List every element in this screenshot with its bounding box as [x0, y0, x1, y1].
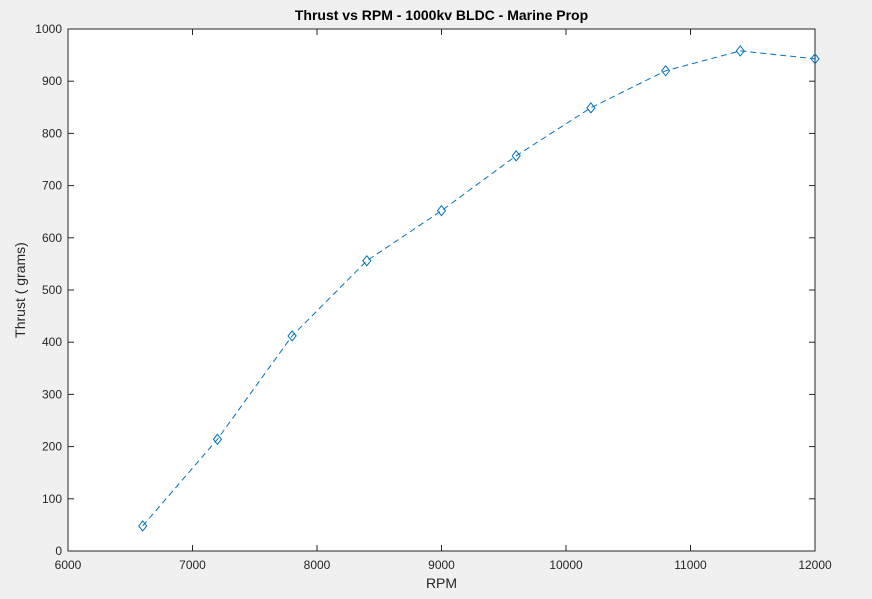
x-tick-label: 10000 — [549, 558, 583, 572]
x-tick-label: 7000 — [179, 558, 206, 572]
y-tick-label: 900 — [42, 74, 62, 88]
series-line — [142, 50, 816, 527]
x-tick-label: 8000 — [304, 558, 331, 572]
data-point — [138, 520, 148, 532]
y-axis-label: Thrust ( grams) — [12, 242, 28, 338]
data-point — [511, 150, 521, 162]
y-tick-label: 800 — [42, 126, 62, 140]
data-point — [362, 254, 372, 267]
y-tick-label: 500 — [42, 283, 62, 297]
data-point — [436, 204, 447, 217]
data-point — [586, 102, 596, 114]
chart-title: Thrust vs RPM - 1000kv BLDC - Marine Pro… — [295, 7, 588, 23]
x-tick-label: 11000 — [674, 558, 707, 572]
y-tick-label: 1000 — [35, 22, 62, 36]
data-point — [735, 45, 745, 57]
data-point — [810, 52, 820, 65]
x-tick-label: 12000 — [798, 558, 832, 572]
y-tick-label: 100 — [42, 492, 62, 506]
y-tick-label: 600 — [42, 231, 62, 245]
data-point — [660, 64, 671, 77]
y-tick-label: 700 — [42, 179, 62, 193]
x-tick-label: 9000 — [428, 558, 455, 572]
x-axis-label: RPM — [426, 575, 457, 591]
x-tick-label: 6000 — [55, 558, 82, 572]
plot-area — [68, 29, 815, 551]
x-axis-ticks: 6000 7000 8000 9000 10000 11000 12000 — [55, 29, 832, 572]
data-point — [287, 330, 297, 342]
y-axis-ticks: 0 100 200 300 400 500 600 700 800 900 1000 — [35, 22, 815, 558]
y-tick-label: 300 — [42, 387, 62, 401]
data-point — [212, 433, 223, 446]
y-tick-label: 200 — [42, 440, 62, 454]
y-tick-label: 400 — [42, 335, 62, 349]
y-tick-label: 0 — [55, 544, 62, 558]
series-layer — [138, 45, 820, 532]
